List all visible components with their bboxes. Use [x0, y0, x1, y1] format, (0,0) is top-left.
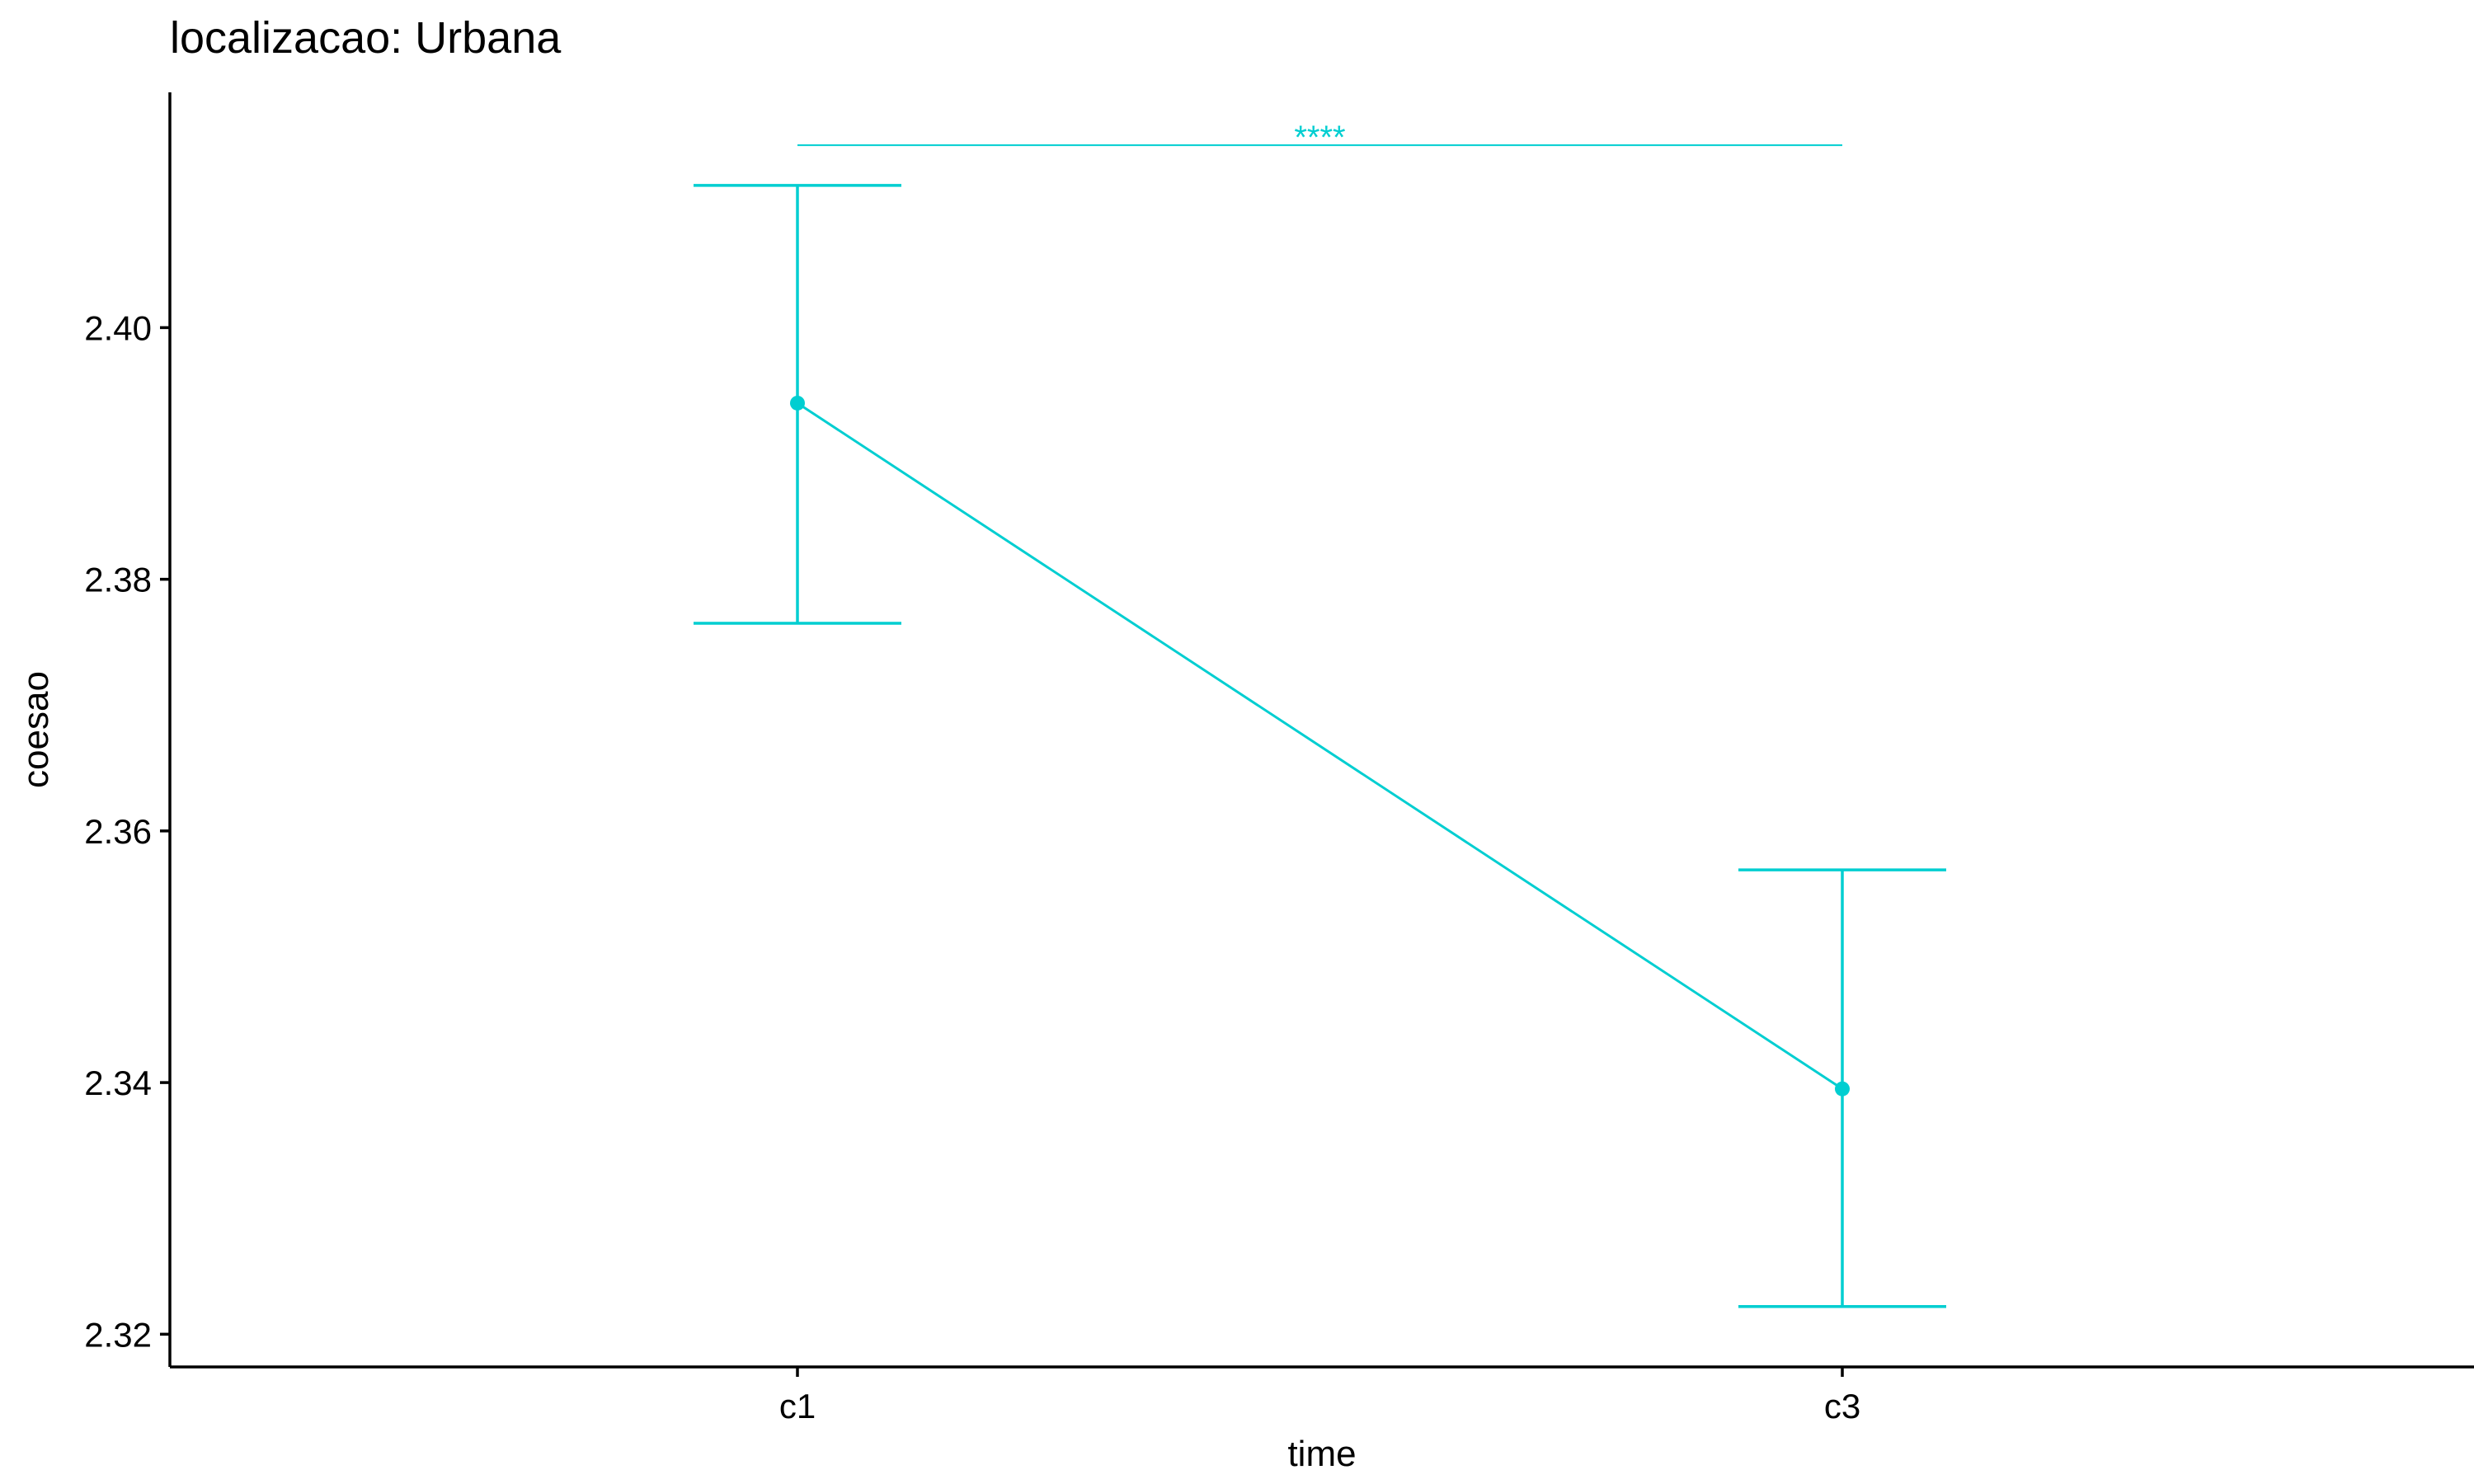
significance-label: **** [1294, 120, 1345, 156]
data-point-c3 [1835, 1081, 1850, 1097]
y-tick-label: 2.32 [84, 1315, 152, 1354]
x-tick-label: c3 [1824, 1387, 1860, 1425]
x-axis: c1 c3 [170, 1365, 2474, 1425]
series-line [797, 402, 1843, 1090]
x-tick-label: c1 [779, 1387, 816, 1425]
data-point-c1 [790, 395, 805, 411]
y-tick-label: 2.40 [84, 308, 152, 347]
y-axis: 2.32 2.34 2.36 2.38 2.40 [84, 92, 172, 1367]
y-tick-label: 2.36 [84, 812, 152, 851]
y-tick-label: 2.34 [84, 1064, 152, 1102]
y-axis-title: coesao [16, 671, 56, 788]
plot-area: **** [694, 120, 1946, 1308]
x-axis-title: time [1287, 1434, 1356, 1474]
chart-title: localizacao: Urbana [170, 13, 562, 63]
y-tick-label: 2.38 [84, 561, 152, 599]
